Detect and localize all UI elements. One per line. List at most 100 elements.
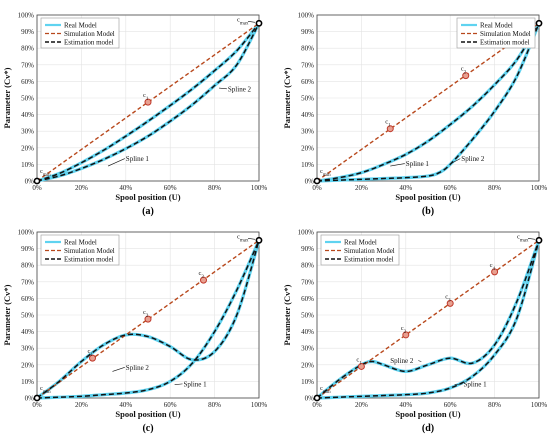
series-line-estimation-model-2 xyxy=(36,22,260,182)
endpoint-marker xyxy=(255,236,263,244)
endpoint-label: cmax xyxy=(237,16,249,26)
y-tick-label: 90% xyxy=(301,245,314,253)
annotation-label: Spline 2 xyxy=(126,364,150,372)
y-tick-label: 20% xyxy=(301,144,314,152)
control-point-marker xyxy=(357,362,365,370)
control-point-marker xyxy=(386,125,394,133)
x-tick-label: 40% xyxy=(119,401,132,409)
x-tick-label: 20% xyxy=(355,184,368,192)
y-tick-label: 80% xyxy=(301,262,314,270)
y-tick-label: 40% xyxy=(301,328,314,336)
annotation-arrow xyxy=(112,366,125,372)
axes-box xyxy=(36,14,260,182)
y-tick-label: 50% xyxy=(21,312,34,320)
y-tick-label: 0% xyxy=(305,395,315,403)
annotation-label: Spline 2 xyxy=(461,155,485,163)
control-point-marker xyxy=(446,299,454,307)
control-point-label: c2 xyxy=(401,325,407,335)
x-tick-label: 40% xyxy=(119,184,132,192)
y-tick-label: 60% xyxy=(301,78,314,86)
legend-entry: Simulation Model xyxy=(64,247,115,255)
y-tick-label: 0% xyxy=(305,178,315,186)
x-tick-label: 100% xyxy=(251,184,268,192)
y-axis-label: Parameter (Cv*) xyxy=(2,67,12,128)
annotation-arrow xyxy=(107,158,125,167)
y-tick-label: 20% xyxy=(21,144,34,152)
x-tick-label: 100% xyxy=(531,401,548,409)
annotation-label: Spline 1 xyxy=(406,160,430,168)
x-axis-label: Spool position (U) xyxy=(395,409,460,419)
endpoint-label: cmin xyxy=(320,385,331,395)
y-tick-label: 60% xyxy=(301,295,314,303)
endpoint-marker xyxy=(33,394,41,402)
x-tick-label: 0% xyxy=(32,401,42,409)
y-tick-label: 10% xyxy=(21,378,34,386)
legend-entry: Estimation model xyxy=(480,38,530,46)
y-tick-label: 70% xyxy=(301,61,314,69)
annotation-label: Spline 1 xyxy=(464,380,488,388)
y-tick-label: 0% xyxy=(25,178,35,186)
panel-label: (b) xyxy=(422,206,434,217)
annotation-label: Spline 2 xyxy=(228,85,252,93)
x-tick-label: 0% xyxy=(312,401,322,409)
y-tick-label: 80% xyxy=(21,45,34,53)
control-point-marker xyxy=(491,268,499,276)
control-point-label: c2 xyxy=(143,309,149,319)
y-axis-label: Parameter (Cv*) xyxy=(282,67,292,128)
y-tick-label: 30% xyxy=(301,345,314,353)
y-tick-label: 30% xyxy=(301,128,314,136)
annotation-arrow xyxy=(390,163,405,167)
x-tick-label: 60% xyxy=(164,184,177,192)
annotation-arrow xyxy=(452,158,461,164)
chart-panel-1: 0% 20% 40% 60% 80% 100% 0% 10% 20% 30% 40% 50% 60% 70… xyxy=(2,12,267,218)
control-point-marker xyxy=(462,72,470,80)
panel-label: (c) xyxy=(142,423,153,434)
endpoint-label: cmin xyxy=(40,385,51,395)
y-tick-label: 40% xyxy=(21,328,34,336)
y-tick-label: 10% xyxy=(301,161,314,169)
series-line-estimation-model-1 xyxy=(36,22,260,182)
control-point-marker xyxy=(200,276,207,284)
series-line-estimation-model-1 xyxy=(36,240,260,399)
series-line-estimation-model-2 xyxy=(316,23,540,182)
control-point-label: c1 xyxy=(88,348,94,358)
series-line-estimation-model-1 xyxy=(316,240,540,399)
annotation-label: Spline 1 xyxy=(126,155,150,163)
y-tick-label: 50% xyxy=(21,95,34,103)
control-point-label: c1 xyxy=(356,356,362,366)
x-tick-label: 100% xyxy=(251,401,268,409)
x-axis-label: Spool position (U) xyxy=(115,192,180,202)
x-tick-label: 80% xyxy=(488,184,501,192)
y-tick-label: 60% xyxy=(21,295,34,303)
legend-entry: Real Model xyxy=(64,21,97,29)
y-tick-label: 100% xyxy=(298,229,315,237)
legend-entry: Estimation model xyxy=(64,38,114,46)
x-tick-label: 40% xyxy=(399,401,412,409)
legend-entry: Estimation model xyxy=(344,255,394,263)
endpoint-label: cmin xyxy=(320,168,331,178)
legend-box xyxy=(320,234,400,266)
series-line-estimation-model-2 xyxy=(316,240,540,399)
series-line-real-model-1 xyxy=(315,21,541,183)
y-tick-label: 20% xyxy=(21,361,34,369)
y-tick-label: 90% xyxy=(301,28,314,36)
annotation-arrow xyxy=(174,383,183,386)
y-tick-label: 40% xyxy=(21,111,34,119)
x-tick-label: 60% xyxy=(444,184,457,192)
y-tick-label: 60% xyxy=(21,78,34,86)
x-tick-label: 80% xyxy=(208,184,221,192)
control-point-label: c3 xyxy=(199,270,205,280)
endpoint-marker xyxy=(313,177,321,185)
annotation-arrow xyxy=(454,383,463,386)
x-tick-label: 40% xyxy=(399,184,412,192)
axes-box xyxy=(36,231,260,399)
series-line-real-model-2 xyxy=(35,238,261,400)
x-tick-label: 20% xyxy=(75,401,88,409)
control-point-label: c2 xyxy=(461,66,467,76)
x-tick-label: 80% xyxy=(208,401,221,409)
endpoint-arrow xyxy=(527,237,536,240)
